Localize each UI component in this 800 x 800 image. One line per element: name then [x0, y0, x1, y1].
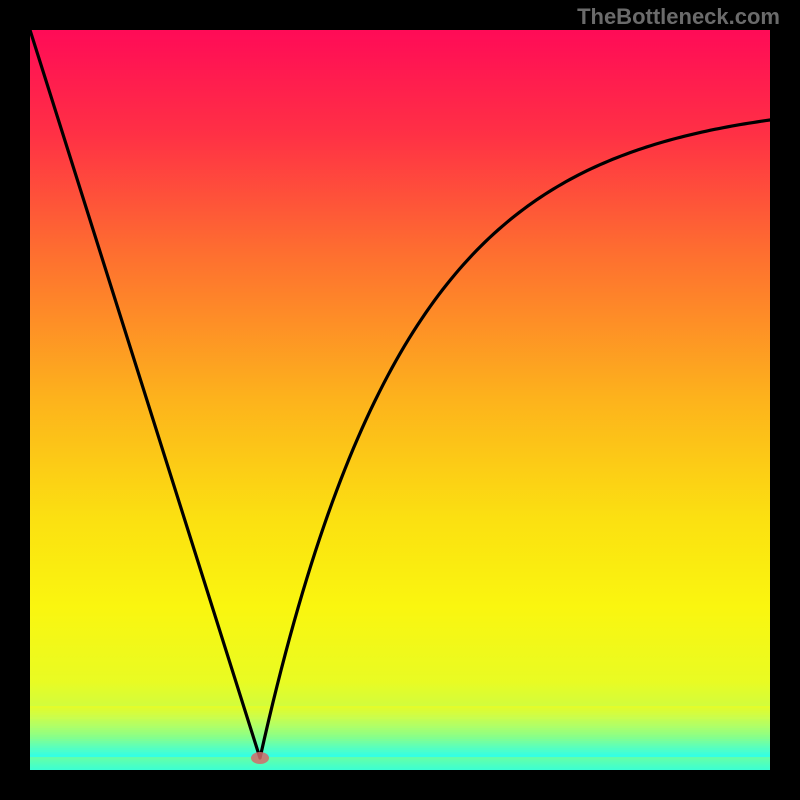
chart-frame: TheBottleneck.com: [0, 0, 800, 800]
optimal-point-marker: [251, 752, 269, 764]
bottleneck-curve-chart: [0, 0, 800, 800]
plot-background-gradient: [30, 30, 770, 770]
bottom-color-streaks: [30, 706, 770, 757]
watermark-text: TheBottleneck.com: [577, 4, 780, 30]
